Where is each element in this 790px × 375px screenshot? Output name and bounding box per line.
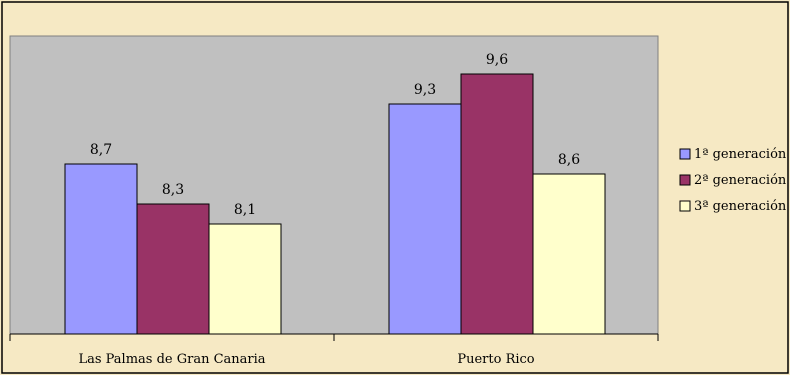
bar-series3-cat1 <box>208 223 282 335</box>
value-label-series2-cat2: 9,6 <box>486 52 508 68</box>
legend-swatch-3 <box>679 200 691 212</box>
category-label-1: Las Palmas de Gran Canaria <box>78 352 265 367</box>
legend-swatch-1 <box>679 148 691 160</box>
value-label-series1-cat1: 8,7 <box>90 142 112 158</box>
value-labels-layer: 8,7 8,3 8,1 9,3 9,6 8,6 <box>90 52 580 218</box>
legend-label-1: 1ª generación <box>694 147 787 162</box>
category-label-2: Puerto Rico <box>457 352 534 367</box>
bar-series3-cat2 <box>532 173 606 335</box>
value-label-series3-cat1: 8,1 <box>234 202 256 218</box>
bar-series2-cat2 <box>460 73 534 335</box>
legend-swatch-2 <box>679 174 691 186</box>
value-label-series1-cat2: 9,3 <box>414 82 436 98</box>
legend-label-2: 2ª generación <box>694 173 787 188</box>
legend-label-3: 3ª generación <box>694 199 787 214</box>
value-label-series2-cat1: 8,3 <box>162 182 184 198</box>
value-label-series3-cat2: 8,6 <box>558 152 580 168</box>
bar-series2-cat1 <box>136 203 210 335</box>
bar-series1-cat2 <box>388 103 462 335</box>
legend: 1ª generación 2ª generación 3ª generación <box>679 147 787 214</box>
bar-series1-cat1 <box>64 163 138 335</box>
category-labels-layer: Las Palmas de Gran Canaria Puerto Rico <box>78 352 534 367</box>
